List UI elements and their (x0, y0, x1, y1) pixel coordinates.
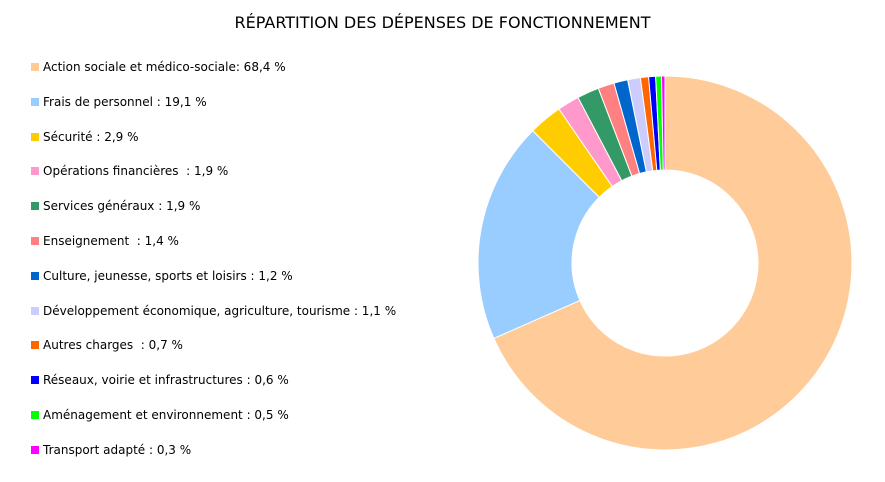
legend-swatch (31, 236, 39, 245)
legend-label: Transport adapté : 0,3 % (43, 442, 192, 457)
legend-item: Enseignement : 1,4 % (31, 233, 396, 268)
legend-item: Sécurité : 2,9 % (31, 129, 396, 164)
legend-swatch (31, 306, 39, 315)
donut-slice (660, 75, 666, 171)
chart-legend: Action sociale et médico-sociale: 68,4 %… (31, 59, 396, 477)
legend-label: Opérations financières : 1,9 % (43, 164, 229, 179)
legend-label: Enseignement : 1,4 % (43, 233, 179, 248)
legend-item: Réseaux, voirie et infrastructures : 0,6… (31, 372, 396, 407)
legend-swatch (31, 167, 39, 176)
legend-swatch (31, 202, 39, 211)
chart-title: RÉPARTITION DES DÉPENSES DE FONCTIONNEME… (234, 13, 651, 32)
donut-slice (493, 75, 853, 451)
legend-label: Autres charges : 0,7 % (43, 338, 183, 353)
legend-label: Réseaux, voirie et infrastructures : 0,6… (43, 373, 289, 388)
legend-swatch (31, 376, 39, 385)
legend-item: Culture, jeunesse, sports et loisirs : 1… (31, 268, 396, 303)
legend-label: Services généraux : 1,9 % (43, 199, 201, 214)
legend-swatch (31, 341, 39, 350)
legend-swatch (31, 271, 39, 280)
legend-swatch (31, 410, 39, 419)
legend-label: Développement économique, agriculture, t… (43, 303, 397, 318)
legend-item: Transport adapté : 0,3 % (31, 442, 396, 477)
legend-label: Frais de personnel : 19,1 % (43, 94, 207, 109)
legend-item: Autres charges : 0,7 % (31, 337, 396, 372)
legend-swatch (31, 97, 39, 106)
legend-item: Frais de personnel : 19,1 % (31, 94, 396, 129)
donut-slice (477, 130, 600, 339)
legend-swatch (31, 445, 39, 454)
legend-item: Action sociale et médico-sociale: 68,4 % (31, 59, 396, 94)
legend-label: Culture, jeunesse, sports et loisirs : 1… (43, 268, 293, 283)
legend-label: Aménagement et environnement : 0,5 % (43, 407, 289, 422)
legend-label: Sécurité : 2,9 % (43, 129, 139, 144)
legend-item: Aménagement et environnement : 0,5 % (31, 407, 396, 442)
legend-item: Services généraux : 1,9 % (31, 198, 396, 233)
legend-item: Développement économique, agriculture, t… (31, 303, 396, 338)
legend-label: Action sociale et médico-sociale: 68,4 % (43, 60, 286, 74)
legend-swatch (31, 132, 39, 141)
legend-swatch (31, 63, 39, 71)
legend-item: Opérations financières : 1,9 % (31, 163, 396, 198)
